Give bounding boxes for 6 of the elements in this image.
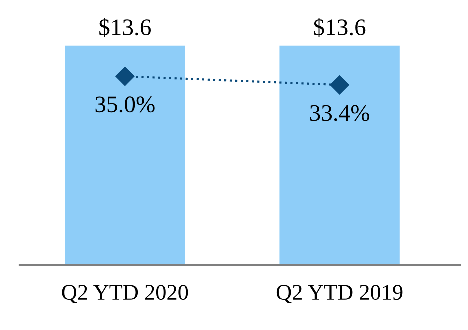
data-label: 35.0%	[96, 96, 155, 113]
data-label: 33.4%	[310, 105, 370, 122]
x-tick-label: Q2 YTD 2020	[62, 285, 188, 304]
x-tick-label: Q2 YTD 2019	[276, 285, 403, 304]
data-label: $13.6	[314, 18, 366, 38]
data-label: $13.6	[100, 18, 152, 38]
